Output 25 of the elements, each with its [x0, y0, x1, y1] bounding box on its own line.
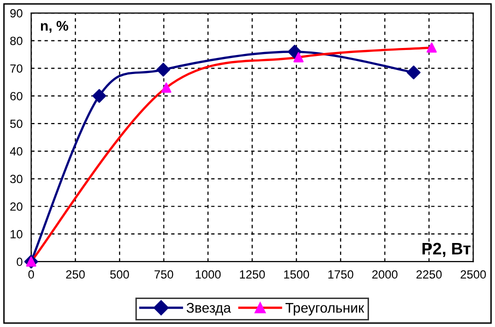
- y-tick-label: 60: [10, 92, 22, 100]
- x-tick-label: 1500: [284, 270, 310, 279]
- x-tick-label: 2000: [372, 270, 398, 279]
- y-tick-label: 40: [10, 147, 22, 156]
- x-tick-label: 1250: [240, 270, 265, 279]
- y-tick-label: 50: [10, 120, 22, 128]
- y-tick-label: 10: [10, 230, 22, 238]
- y-tick-label: 80: [10, 36, 22, 46]
- x-tick-label: 2250: [416, 270, 442, 279]
- y-tick-label: 30: [10, 174, 22, 184]
- y-tick-label: 20: [10, 202, 22, 211]
- legend-label: Треугольник: [285, 303, 364, 316]
- x-tick-label: 0: [28, 270, 34, 279]
- y-tick-label: 70: [10, 64, 22, 73]
- y-tick-label: 90: [10, 9, 22, 18]
- y-tick-label: 0: [16, 258, 22, 266]
- y-axis-title: n, %: [40, 20, 68, 33]
- x-tick-label: 2500: [460, 270, 486, 279]
- x-tick-label: 1750: [328, 270, 354, 279]
- x-tick-label: 250: [66, 270, 85, 279]
- x-tick-label: 750: [154, 270, 174, 279]
- x-tick-label: 1000: [196, 270, 221, 279]
- x-axis-title: P2, Вт: [422, 242, 471, 257]
- legend-label: Звезда: [186, 302, 232, 316]
- x-tick-label: 500: [110, 270, 129, 279]
